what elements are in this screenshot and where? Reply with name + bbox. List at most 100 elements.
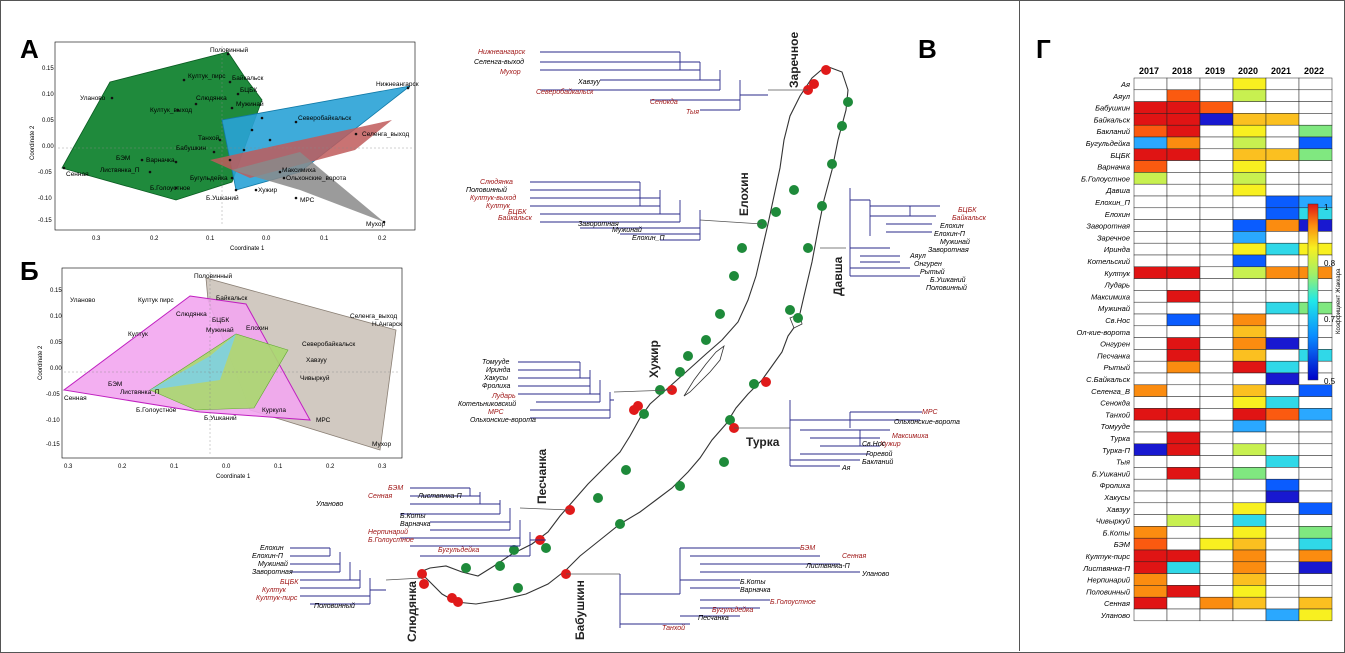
- point-label: Слюдянка: [196, 95, 227, 102]
- heatmap-row-label: Фролиха: [1100, 481, 1130, 490]
- heatmap-cell: [1199, 101, 1234, 114]
- site-label-peschanka: Песчанка: [535, 449, 549, 504]
- heatmap-cell: [1166, 89, 1201, 102]
- tree-label: Сенная: [368, 493, 393, 500]
- point-label: БЦБК: [212, 317, 229, 324]
- tree-label: Елохин: [260, 545, 284, 552]
- tick-label: -0.15: [38, 218, 52, 224]
- heatmap-cell: [1298, 148, 1333, 161]
- heatmap-cell: [1199, 561, 1234, 574]
- heatmap-cell: [1232, 596, 1267, 610]
- tick-label: 0.1: [170, 464, 179, 470]
- tree-label: МРС: [922, 409, 939, 416]
- heatmap-cell: [1298, 573, 1333, 586]
- heatmap-cell: [1232, 514, 1267, 527]
- heatmap-cell: [1166, 514, 1201, 527]
- heatmap-row-label: Чивыркуй: [1096, 517, 1131, 526]
- pcoa-b-xlabel: Coordinate 1: [216, 474, 251, 480]
- colorbar-tick: 0.7: [1324, 315, 1336, 324]
- site-label-elokhin: Елохин: [737, 172, 751, 216]
- heatmap-cell: [1199, 372, 1234, 386]
- point-label: БЭМ: [116, 155, 130, 162]
- heatmap-cell: [1298, 537, 1333, 551]
- heatmap-cell: [1265, 266, 1300, 279]
- heatmap-cell: [1265, 372, 1300, 386]
- tick-label: 0.0: [262, 236, 271, 242]
- tree-label: БЦБК: [280, 579, 299, 586]
- heatmap-cell: [1166, 77, 1201, 91]
- heatmap-cell: [1265, 301, 1300, 315]
- heatmap-cell: [1133, 608, 1168, 622]
- pcoa-a-points: Половинный Култук_пирс Байкальск БЦБК Ку…: [66, 46, 419, 228]
- tree-label: Тыя: [686, 109, 699, 116]
- heatmap-cell: [1265, 124, 1300, 138]
- point-label: Мухор: [372, 441, 392, 448]
- heatmap-row-label: Нерпинарий: [1087, 576, 1131, 585]
- heatmap-row-label: Бабушкин: [1095, 104, 1130, 113]
- point-label: Листвянка_П: [120, 389, 160, 396]
- tree-label: БЭМ: [388, 485, 403, 492]
- heatmap-row-label: Заворотная: [1086, 222, 1130, 231]
- heatmap-cell: [1199, 242, 1234, 256]
- heatmap-cell: [1166, 585, 1201, 598]
- heatmap-cell: [1166, 266, 1201, 279]
- heatmap-cell: [1199, 526, 1234, 539]
- heatmap-cell: [1166, 290, 1201, 303]
- tick-label: 0.1: [274, 464, 283, 470]
- heatmap-cell: [1199, 160, 1234, 173]
- heatmap-cell: [1232, 313, 1267, 327]
- heatmap-cell: [1133, 419, 1168, 433]
- heatmap-row-label: Ая: [1120, 80, 1130, 89]
- tree-label: Култук: [486, 203, 511, 210]
- panel-g: Г 2017 2018 2019 2020 2021 2022 Ая Аяул Бабушки…: [1036, 34, 1342, 622]
- heatmap-row-label: Култук-пирс: [1086, 552, 1131, 561]
- tree-label: Нерпинарий: [368, 528, 408, 536]
- tree-label: Сенокда: [650, 98, 678, 106]
- tick-label: 0.1: [206, 236, 215, 242]
- heatmap-cell: [1298, 443, 1333, 456]
- tree-label: Мужинай: [940, 238, 970, 246]
- tick-label: 0.3: [92, 236, 101, 242]
- tree-label: Половинный: [314, 602, 355, 610]
- tick-label: -0.15: [46, 442, 60, 448]
- heatmap-cell: [1166, 502, 1201, 515]
- panel-divider: [1019, 0, 1020, 651]
- heatmap-cell: [1166, 301, 1201, 315]
- heatmap-cell: [1199, 490, 1234, 504]
- heatmap-cell: [1199, 278, 1234, 291]
- tree-label: Мужинай: [612, 226, 642, 234]
- heatmap-cell: [1265, 585, 1300, 598]
- heatmap-cell: [1298, 113, 1333, 126]
- heatmap-cell: [1133, 526, 1168, 539]
- point-label: Бугульдейка: [190, 174, 228, 182]
- point-label: Култук_пирс: [188, 73, 226, 80]
- tick-label: 0.1: [320, 236, 329, 242]
- heatmap-cell: [1298, 396, 1333, 409]
- point-label: МРС: [316, 417, 331, 424]
- heatmap-cell: [1133, 537, 1168, 551]
- group-green-hull: [61, 51, 263, 201]
- tree-label: Рытый: [920, 268, 945, 276]
- tree-label: Б.Голоустное: [368, 537, 414, 544]
- heatmap-cell: [1232, 301, 1267, 315]
- heatmap-cell: [1199, 113, 1234, 126]
- heatmap-cell: [1133, 455, 1168, 468]
- tree-label: Бугульдейка: [438, 546, 479, 554]
- heatmap-cell: [1265, 242, 1300, 256]
- tick-label: -0.10: [38, 196, 52, 202]
- tick-label: 0.3: [64, 464, 73, 470]
- point-label: Култук пирс: [138, 297, 174, 304]
- heatmap-cell: [1298, 124, 1333, 138]
- tree-label: МРС: [488, 409, 505, 416]
- tree-label: Песчанка: [698, 615, 729, 622]
- point-label: Танхой: [198, 134, 220, 142]
- heatmap-cell: [1166, 372, 1201, 386]
- heatmap-cell: [1133, 148, 1168, 161]
- tree-label: Хужир: [879, 441, 901, 448]
- point-label: Селенга_выход: [362, 131, 409, 138]
- site-label-davsha: Давша: [831, 256, 845, 296]
- tree-label: Сенная: [842, 553, 867, 560]
- point-label: Байкальск: [216, 294, 248, 302]
- heatmap-cell: [1133, 242, 1168, 256]
